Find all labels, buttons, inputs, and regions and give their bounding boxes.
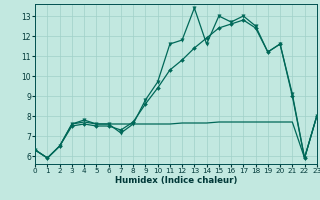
X-axis label: Humidex (Indice chaleur): Humidex (Indice chaleur) (115, 176, 237, 185)
